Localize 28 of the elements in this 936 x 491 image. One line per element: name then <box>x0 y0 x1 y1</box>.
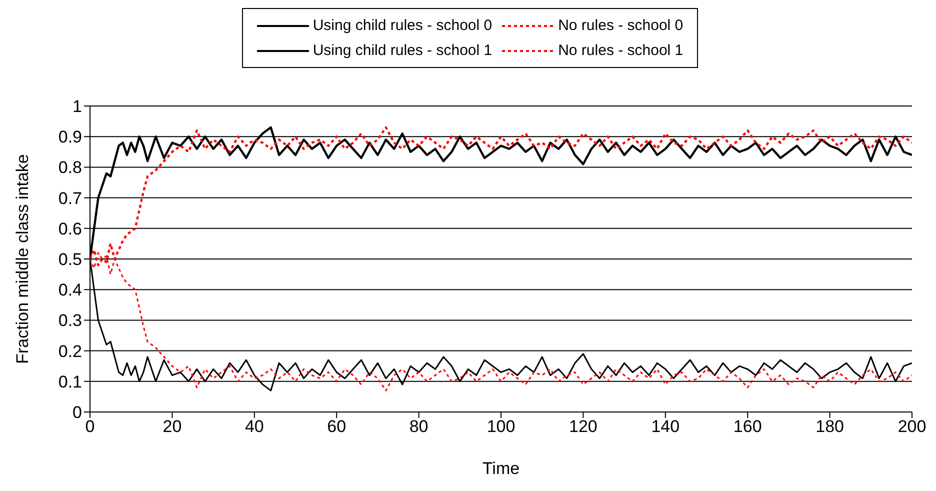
x-tick-label: 200 <box>898 417 926 436</box>
x-tick-label: 20 <box>162 417 182 436</box>
y-tick-label: 0.6 <box>58 219 82 238</box>
x-tick-label: 0 <box>85 417 95 436</box>
x-tick-label: 40 <box>244 417 264 436</box>
y-tick-label: 0.1 <box>58 372 82 392</box>
legend-label: Using child rules - school 1 <box>312 42 492 59</box>
y-tick-label: 0.3 <box>58 311 82 330</box>
x-tick-label: 120 <box>569 417 598 436</box>
x-tick-label: 160 <box>733 417 762 436</box>
y-tick-label: 0.2 <box>58 342 82 361</box>
x-tick-label: 80 <box>409 417 428 436</box>
y-tick-label: 0.9 <box>58 128 82 147</box>
x-tick-label: 140 <box>651 417 680 436</box>
y-tick-label: 0.4 <box>58 280 82 300</box>
x-tick-label: 180 <box>816 417 844 436</box>
y-tick-label: 0.7 <box>58 188 82 208</box>
y-tick-label: 1 <box>72 97 82 116</box>
x-tick-label: 100 <box>486 417 516 436</box>
x-axis-title: Time <box>482 459 520 478</box>
legend-label: No rules - school 0 <box>558 17 684 34</box>
y-axis-title: Fraction middle class intake <box>13 154 32 364</box>
y-tick-label: 0.8 <box>58 158 82 178</box>
y-tick-label: 0.5 <box>58 250 82 270</box>
legend-label: No rules - school 1 <box>558 42 684 59</box>
x-tick-label: 60 <box>327 417 346 436</box>
legend-label: Using child rules - school 0 <box>312 17 492 34</box>
y-tick-label: 0 <box>72 403 82 422</box>
